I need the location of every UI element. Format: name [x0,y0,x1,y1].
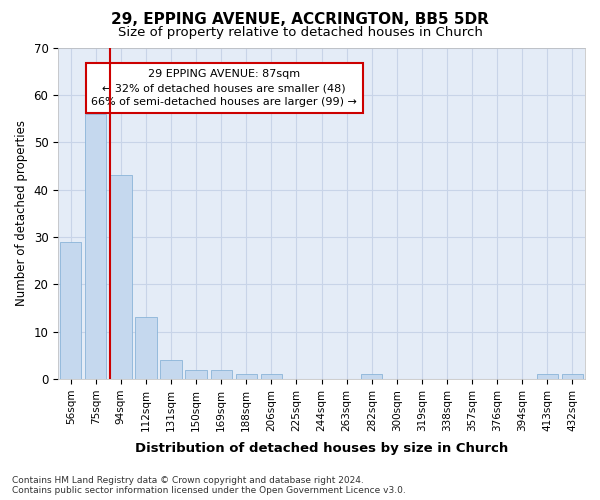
Bar [236,374,257,379]
Bar [261,374,282,379]
Bar [185,370,207,379]
Y-axis label: Number of detached properties: Number of detached properties [15,120,28,306]
Bar [211,370,232,379]
Text: 29, EPPING AVENUE, ACCRINGTON, BB5 5DR: 29, EPPING AVENUE, ACCRINGTON, BB5 5DR [111,12,489,28]
Bar [160,360,182,379]
Bar [110,176,131,379]
Bar [60,242,82,379]
Bar [135,318,157,379]
Text: Contains HM Land Registry data © Crown copyright and database right 2024.
Contai: Contains HM Land Registry data © Crown c… [12,476,406,495]
Bar [537,374,558,379]
Text: Size of property relative to detached houses in Church: Size of property relative to detached ho… [118,26,482,39]
Bar [361,374,382,379]
Text: 29 EPPING AVENUE: 87sqm
← 32% of detached houses are smaller (48)
66% of semi-de: 29 EPPING AVENUE: 87sqm ← 32% of detache… [91,69,357,107]
X-axis label: Distribution of detached houses by size in Church: Distribution of detached houses by size … [135,442,508,455]
Bar [562,374,583,379]
Bar [85,114,106,379]
